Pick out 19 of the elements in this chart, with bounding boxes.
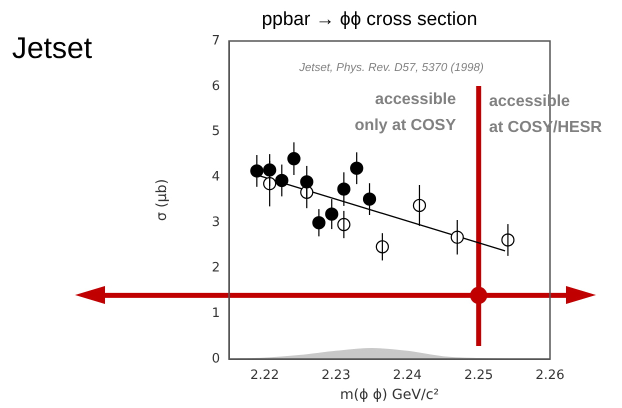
x-tick-label: 2.23: [322, 368, 350, 384]
x-tick-label: 2.22: [250, 368, 280, 384]
y-tick-label: 4: [212, 170, 220, 185]
text: Jetset: [12, 32, 93, 65]
y-tick-label: 1: [212, 306, 220, 321]
annotation: accessible only at COSY: [354, 91, 456, 134]
chart-title: ppbar → ϕϕ cross section: [262, 9, 478, 30]
x-axis-title: m(ϕ ϕ) GeV/c²: [340, 387, 439, 404]
y-tick-label: 2: [212, 260, 220, 276]
x-tick-label: 2.24: [392, 368, 422, 384]
y-tick-label: 7: [212, 33, 220, 48]
y-tick-label: 5: [212, 124, 220, 140]
y-tick-label: 3: [212, 215, 220, 230]
y-tick-label: 6: [212, 78, 220, 94]
y-axis-title: σ (μb): [154, 178, 170, 222]
x-tick-label: 2.25: [464, 368, 494, 384]
x-tick-label: 2.26: [536, 368, 564, 384]
annotation: Jetset, Phys. Rev. D57, 5370 (1998): [298, 62, 484, 74]
y-tick-label: 0: [212, 351, 220, 366]
